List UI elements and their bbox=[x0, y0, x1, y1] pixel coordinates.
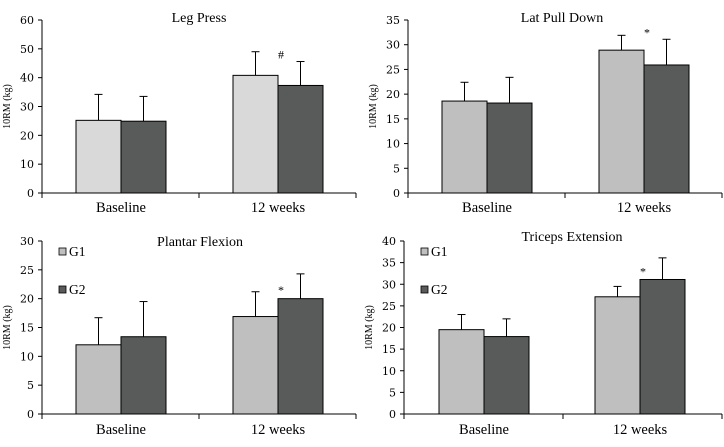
significance-marker: # bbox=[278, 48, 284, 62]
y-tick-label: 15 bbox=[386, 113, 400, 126]
chart-panel-3: Plantar Flexion 10RM (kg) 0 5 10 15 20 25 30 Base… bbox=[2, 235, 357, 438]
y-axis-label: 10RM (kg) bbox=[364, 305, 375, 350]
y-tick-label: 25 bbox=[382, 300, 396, 313]
bar-g1-0 bbox=[75, 119, 122, 194]
bar-g2-0 bbox=[120, 336, 167, 415]
y-tick-label: 10 bbox=[386, 138, 400, 151]
legend-swatch-g2 bbox=[58, 285, 67, 294]
y-tick-label: 30 bbox=[20, 101, 34, 114]
y-tick-label: 20 bbox=[386, 88, 400, 101]
legend-label-g1: G1 bbox=[69, 244, 86, 259]
y-tick-label: 5 bbox=[393, 162, 400, 175]
y-axis-label: 10RM (kg) bbox=[2, 84, 13, 129]
bar-g1-0 bbox=[441, 100, 488, 194]
bar-g1-1 bbox=[232, 316, 279, 415]
y-tick-label: 20 bbox=[382, 322, 396, 335]
legend-label-g1: G1 bbox=[431, 244, 448, 259]
bar-g1-1 bbox=[232, 74, 279, 194]
chart-title: Leg Press bbox=[172, 11, 227, 26]
bar-g2-1 bbox=[277, 84, 324, 194]
x-category-label: Baseline bbox=[462, 200, 512, 216]
legend-swatch-g1 bbox=[58, 247, 67, 256]
y-tick-label: 25 bbox=[20, 264, 34, 277]
y-tick-label: 50 bbox=[20, 43, 34, 56]
bar-g2-0 bbox=[483, 336, 530, 415]
chart-title: Triceps Extension bbox=[522, 230, 623, 245]
y-tick-label: 40 bbox=[20, 72, 34, 85]
x-category-label: Baseline bbox=[96, 422, 146, 438]
y-tick-label: 10 bbox=[20, 350, 34, 363]
legend-swatch-g1 bbox=[420, 247, 429, 256]
bar-g2-1 bbox=[643, 64, 690, 194]
chart-panel-2: Lat Pull Down 10RM (kg) 0 5 10 15 20 25 30 35 Base… bbox=[368, 11, 723, 216]
y-tick-label: 15 bbox=[20, 322, 34, 335]
y-tick-label: 35 bbox=[382, 257, 396, 270]
bar-g2-1 bbox=[277, 298, 324, 415]
y-tick-label: 20 bbox=[20, 129, 34, 142]
significance-marker: * bbox=[640, 264, 646, 278]
y-tick-label: 60 bbox=[20, 14, 34, 27]
bar-g1-1 bbox=[594, 296, 641, 415]
y-tick-label: 30 bbox=[20, 235, 34, 248]
chart-panel-4: Triceps Extension 10RM (kg) 0 5 10 15 20 25 30 35… bbox=[364, 230, 723, 438]
x-category-label: Baseline bbox=[96, 200, 146, 216]
x-category-label: 12 weeks bbox=[251, 200, 306, 216]
bar-g1-0 bbox=[438, 329, 485, 415]
x-category-label: 12 weeks bbox=[617, 200, 672, 216]
y-tick-label: 40 bbox=[382, 235, 396, 248]
bar-g2-0 bbox=[486, 102, 533, 194]
y-tick-label: 20 bbox=[20, 293, 34, 306]
significance-marker: * bbox=[644, 25, 650, 39]
bar-g1-1 bbox=[598, 49, 645, 194]
y-tick-label: 5 bbox=[27, 379, 34, 392]
y-tick-label: 0 bbox=[393, 187, 400, 200]
legend-label-g2: G2 bbox=[69, 282, 86, 297]
y-tick-label: 0 bbox=[389, 408, 396, 421]
y-tick-label: 15 bbox=[382, 343, 396, 356]
x-category-label: 12 weeks bbox=[251, 422, 306, 438]
significance-marker: * bbox=[278, 283, 284, 297]
chart-title: Lat Pull Down bbox=[521, 11, 603, 26]
y-tick-label: 10 bbox=[20, 158, 34, 171]
y-tick-label: 35 bbox=[386, 14, 400, 27]
y-tick-label: 0 bbox=[27, 408, 34, 421]
y-tick-label: 0 bbox=[27, 187, 34, 200]
y-tick-label: 25 bbox=[386, 63, 400, 76]
y-tick-label: 30 bbox=[386, 39, 400, 52]
legend-label-g2: G2 bbox=[431, 282, 448, 297]
bar-g2-1 bbox=[639, 278, 686, 415]
x-category-label: 12 weeks bbox=[613, 422, 668, 438]
chart-panel-1: Leg Press 10RM (kg) 0 10 20 30 40 50 60 Baseline 1… bbox=[2, 11, 357, 216]
chart-title: Plantar Flexion bbox=[157, 235, 243, 250]
legend-swatch-g2 bbox=[420, 285, 429, 294]
y-axis-label: 10RM (kg) bbox=[2, 305, 13, 350]
y-tick-label: 5 bbox=[389, 386, 396, 399]
bar-g2-0 bbox=[120, 120, 167, 194]
y-tick-label: 30 bbox=[382, 278, 396, 291]
y-tick-label: 10 bbox=[382, 365, 396, 378]
x-category-label: Baseline bbox=[459, 422, 509, 438]
y-axis-label: 10RM (kg) bbox=[368, 84, 379, 129]
bar-g1-0 bbox=[75, 344, 122, 415]
